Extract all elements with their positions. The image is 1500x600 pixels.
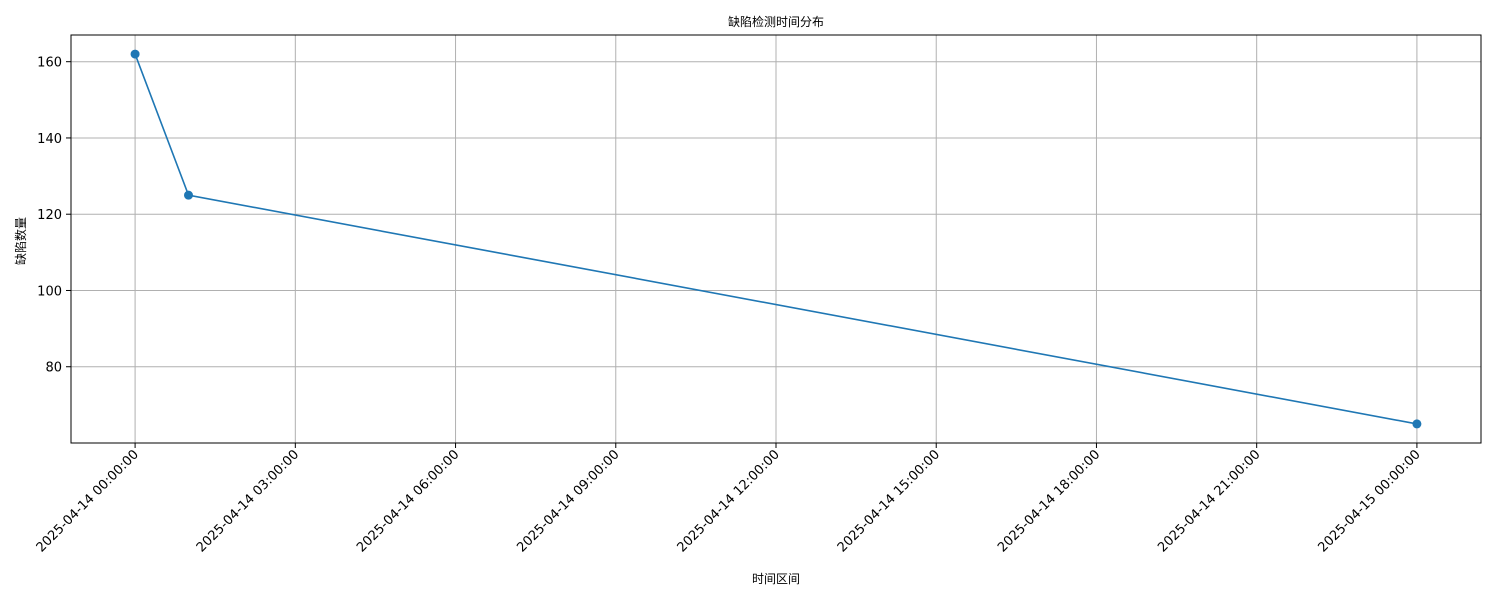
x-tick-label: 2025-04-14 12:00:00 xyxy=(675,447,783,555)
data-point xyxy=(130,49,140,59)
x-tick-label: 2025-04-14 15:00:00 xyxy=(835,447,943,555)
grid-lines xyxy=(71,35,1481,443)
y-tick-label: 120 xyxy=(37,208,62,223)
y-tick-label: 100 xyxy=(37,284,62,299)
x-tick-label: 2025-04-15 00:00:00 xyxy=(1315,447,1423,555)
x-tick-label: 2025-04-14 18:00:00 xyxy=(995,447,1103,555)
x-tick-label: 2025-04-14 09:00:00 xyxy=(514,447,622,555)
x-axis-ticks: 2025-04-14 00:00:00 2025-04-14 03:00:00 20… xyxy=(34,443,1424,555)
x-tick-label: 2025-04-14 06:00:00 xyxy=(354,447,462,555)
x-tick-label: 2025-04-14 21:00:00 xyxy=(1155,447,1263,555)
y-axis-ticks: 80 100 120 140 160 xyxy=(37,56,71,376)
series-defects xyxy=(130,49,1422,429)
x-axis-label: 时间区间 xyxy=(752,572,800,586)
data-point xyxy=(184,190,193,200)
x-tick-label: 2025-04-14 00:00:00 xyxy=(34,447,142,555)
y-tick-label: 140 xyxy=(37,132,62,147)
y-axis-label: 缺陷数量 xyxy=(13,217,28,265)
y-tick-label: 160 xyxy=(37,56,62,71)
chart-title: 缺陷检测时间分布 xyxy=(728,14,824,29)
x-tick-label: 2025-04-14 03:00:00 xyxy=(194,447,302,555)
y-tick-label: 80 xyxy=(45,361,62,376)
data-point xyxy=(1412,419,1422,429)
